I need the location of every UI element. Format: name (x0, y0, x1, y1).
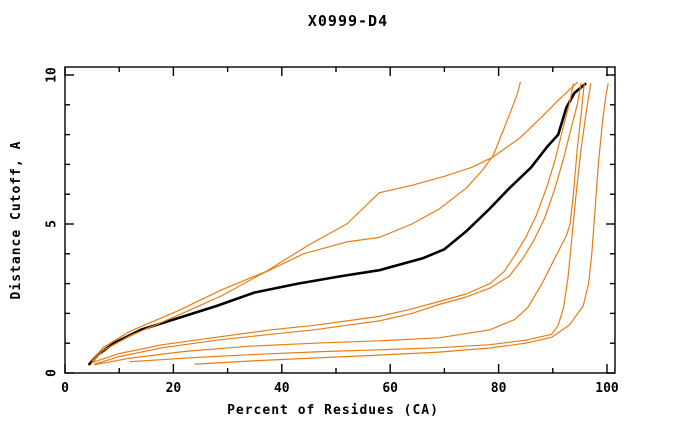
x-tick-label: 40 (274, 381, 290, 396)
x-tick-label: 20 (166, 381, 182, 396)
series-line-model-steep-early (91, 81, 578, 362)
series-line-model-tops-left (90, 81, 521, 365)
series-line-model-low-mid (94, 83, 585, 366)
series-line-model-flat-b (194, 83, 609, 365)
chart-title: X0999-D4 (308, 12, 388, 30)
x-tick-label: 80 (491, 381, 507, 396)
axis-tick-labels: 0 20 40 60 80 100 0 5 10 (45, 67, 619, 396)
y-tick-label: 10 (45, 67, 60, 83)
series-line-model-twin-b (94, 83, 582, 365)
plot-border (64, 66, 616, 374)
plot-frame (64, 66, 616, 374)
series-lines (88, 81, 609, 366)
x-tick-label: 60 (382, 381, 398, 396)
y-tick-label: 5 (45, 220, 60, 228)
series-line-model-flat-a (129, 83, 592, 363)
y-tick-label: 0 (45, 369, 60, 377)
series-line-model-twin-a (91, 83, 575, 364)
y-axis-label: Distance Cutoff, A (9, 141, 24, 300)
x-tick-label: 100 (595, 381, 619, 396)
axis-ticks (64, 67, 615, 374)
x-tick-label: 0 (61, 381, 69, 396)
x-axis-label: Percent of Residues (CA) (227, 403, 439, 418)
